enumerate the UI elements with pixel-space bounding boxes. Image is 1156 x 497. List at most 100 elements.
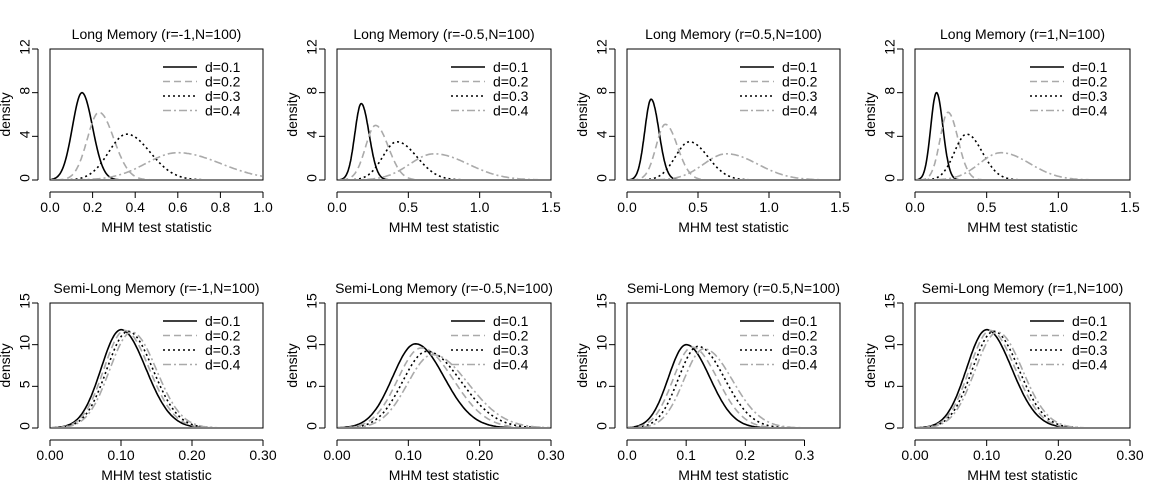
y-tick-label: 5	[304, 380, 320, 388]
x-tick-label: 0.20	[466, 447, 493, 463]
series-line-d01	[628, 343, 770, 427]
series-line-d02	[628, 346, 782, 427]
plot-frame	[914, 302, 1131, 429]
legend-label: d=0.4	[1072, 103, 1108, 119]
x-axis-label: MHM test statistic	[101, 219, 211, 235]
series-line-d03	[52, 330, 217, 427]
y-tick-label: 10	[882, 335, 898, 351]
y-tick-label: 4	[882, 130, 898, 138]
chart-title: Long Memory (r=-1,N=100)	[72, 26, 242, 42]
series-line-d04	[344, 353, 550, 427]
plot-frame	[626, 48, 841, 181]
x-tick-label: 0.30	[537, 447, 564, 463]
x-tick-label: 0.8	[211, 199, 231, 215]
x-tick-label: 0.10	[107, 447, 134, 463]
series-line-d03	[349, 141, 464, 179]
legend-label: d=0.2	[493, 74, 529, 90]
chart-title: Semi-Long Memory (r=-0.5,N=100)	[335, 280, 553, 296]
x-tick-label: 0.00	[36, 447, 63, 463]
legend-label: d=0.4	[782, 103, 818, 119]
plot-frame	[336, 48, 552, 181]
y-tick-label: 15	[882, 293, 898, 309]
x-axis-label: MHM test statistic	[101, 467, 211, 483]
x-axis-label: MHM test statistic	[389, 219, 499, 235]
legend-label: d=0.3	[205, 342, 241, 358]
x-tick-label: 1.5	[541, 199, 561, 215]
legend-label: d=0.4	[205, 103, 241, 119]
legend-label: d=0.4	[205, 357, 241, 373]
y-tick-label: 12	[17, 39, 33, 55]
x-axis-label: MHM test statistic	[678, 219, 788, 235]
x-tick-label: 1.5	[830, 199, 850, 215]
series-line-d01	[916, 328, 1077, 427]
x-tick-label: 0.20	[1045, 447, 1072, 463]
legend-label: d=0.1	[782, 59, 818, 75]
x-tick-label: 0.0	[40, 199, 60, 215]
y-tick-label: 15	[17, 293, 33, 309]
y-axis-label: density	[574, 343, 590, 387]
y-tick-label: 12	[882, 39, 898, 55]
x-tick-label: 0.1	[676, 447, 696, 463]
x-tick-label: 1.0	[759, 199, 779, 215]
legend-label: d=0.2	[1072, 74, 1108, 90]
series-line-d01	[338, 342, 517, 427]
y-tick-label: 4	[17, 130, 33, 138]
y-tick-label: 10	[17, 335, 33, 351]
legend-label: d=0.2	[493, 328, 529, 344]
series-line-d02	[57, 111, 151, 179]
y-tick-label: 4	[304, 130, 320, 138]
series-line-d01	[51, 91, 120, 179]
x-tick-label: 1.0	[470, 199, 490, 215]
series-line-d04	[75, 151, 262, 179]
y-tick-label: 15	[304, 293, 320, 309]
legend-label: d=0.1	[205, 313, 241, 329]
chart-title: Long Memory (r=-0.5,N=100)	[353, 26, 534, 42]
series-line-d01	[629, 98, 679, 179]
x-tick-label: 0.2	[736, 447, 756, 463]
series-line-d03	[629, 345, 793, 427]
chart-panel: Long Memory (r=0.5,N=100) 0.0 0.5 1.0 1.5 MHM…	[574, 26, 850, 235]
legend-label: d=0.3	[782, 88, 818, 104]
series-line-d04	[633, 347, 805, 427]
legend-label: d=0.4	[493, 357, 529, 373]
y-tick-label: 0	[882, 174, 898, 182]
y-tick-label: 8	[17, 87, 33, 95]
legend-label: d=0.1	[1072, 313, 1108, 329]
legend-label: d=0.3	[493, 342, 529, 358]
y-tick-label: 8	[882, 87, 898, 95]
series-line-d04	[654, 153, 826, 179]
y-axis-label: density	[574, 92, 590, 136]
y-tick-label: 10	[304, 335, 320, 351]
legend-label: d=0.3	[205, 88, 241, 104]
series-line-d04	[356, 153, 544, 179]
y-axis-label: density	[862, 343, 878, 387]
legend-label: d=0.2	[782, 328, 818, 344]
chart-panel: Semi-Long Memory (r=-1,N=100) 0.00 0.10 0.2…	[0, 280, 277, 483]
y-tick-label: 0	[882, 422, 898, 430]
x-tick-label: 0.6	[168, 199, 188, 215]
y-tick-label: 0	[594, 422, 610, 430]
y-axis-label: density	[0, 92, 13, 136]
x-tick-label: 0.00	[901, 447, 928, 463]
y-tick-label: 8	[594, 87, 610, 95]
x-tick-label: 0.5	[688, 199, 708, 215]
y-tick-label: 5	[594, 380, 610, 388]
x-tick-label: 0.5	[977, 199, 997, 215]
y-axis-label: density	[284, 343, 300, 387]
legend-label: d=0.3	[493, 88, 529, 104]
x-tick-label: 1.0	[1049, 199, 1069, 215]
series-line-d04	[52, 331, 221, 427]
series-line-d02	[916, 329, 1081, 427]
x-tick-label: 0.5	[399, 199, 419, 215]
x-tick-label: 0.0	[905, 199, 925, 215]
y-tick-label: 0	[304, 174, 320, 182]
x-tick-label: 0.10	[395, 447, 422, 463]
plot-frame	[626, 302, 841, 429]
series-line-d04	[917, 331, 1088, 427]
chart-panel: Semi-Long Memory (r=0.5,N=100) 0.0 0.1 0.2 0…	[574, 280, 841, 483]
series-line-d01	[339, 102, 389, 179]
legend-label: d=0.2	[1072, 328, 1108, 344]
y-axis-label: density	[0, 343, 13, 387]
legend-label: d=0.4	[493, 103, 529, 119]
